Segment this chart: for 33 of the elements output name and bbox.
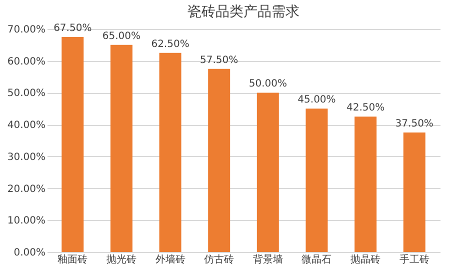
y-tick-label: 0.00% — [14, 248, 46, 258]
x-tick-label: 抛光砖 — [106, 254, 136, 266]
x-tick-label: 微晶石 — [302, 254, 332, 266]
data-label: 67.50% — [54, 22, 92, 34]
x-tick-label: 外墙砖 — [155, 254, 186, 266]
bar — [62, 36, 84, 252]
data-label: 57.50% — [200, 54, 238, 66]
bar — [306, 108, 328, 252]
y-tick-label: 10.00% — [7, 216, 46, 227]
data-label: 45.00% — [298, 94, 336, 106]
y-tick-label: 50.00% — [7, 88, 46, 100]
data-label: 65.00% — [102, 30, 141, 42]
x-tick-label: 仿古砖 — [203, 254, 234, 266]
data-label: 37.50% — [395, 118, 434, 130]
chart-title: 瓷砖品类产品需求 — [188, 4, 300, 20]
data-label: 42.50% — [346, 102, 385, 114]
bar — [403, 132, 426, 252]
x-tick-label: 抛晶砖 — [350, 254, 381, 266]
bar — [208, 68, 230, 252]
y-tick-label: 30.00% — [7, 152, 46, 163]
y-tick-label: 40.00% — [7, 120, 46, 132]
data-label: 62.50% — [151, 38, 190, 50]
data-label: 50.00% — [248, 78, 287, 90]
bar — [256, 92, 279, 252]
x-tick-label: 釉面砖 — [58, 254, 88, 266]
x-tick-label: 手工砖 — [399, 254, 430, 266]
y-tick-label: 20.00% — [7, 184, 46, 195]
bar — [159, 52, 182, 252]
y-tick-label: 70.00% — [7, 24, 46, 36]
bar — [110, 44, 132, 252]
bar — [354, 116, 377, 252]
y-tick-label: 60.00% — [7, 56, 46, 68]
x-tick-label: 背景墙 — [252, 254, 283, 266]
